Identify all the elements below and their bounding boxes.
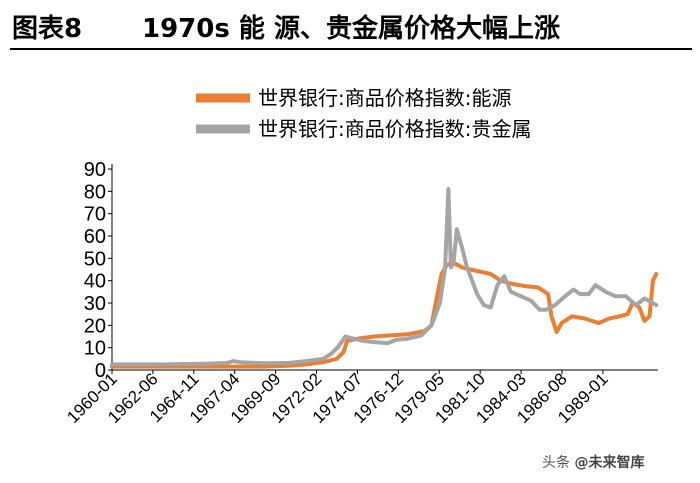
y-tick-label: 30: [84, 293, 106, 315]
header-rule: [10, 48, 692, 50]
series-line-energy: [110, 260, 659, 369]
y-tick-label: 20: [84, 315, 106, 337]
legend-label-energy: 世界银行:商品价格指数:能源: [258, 86, 511, 110]
y-tick-label: 70: [84, 204, 106, 226]
watermark-handle: @未来智库: [574, 455, 645, 471]
watermark-platform: 头条: [542, 455, 570, 471]
y-tick-label: 90: [84, 159, 106, 181]
figure-label: 图表8: [12, 14, 83, 44]
y-tick-label: 60: [84, 226, 106, 248]
watermark: 头条 @未来智库: [542, 452, 644, 472]
y-tick-label: 50: [84, 248, 106, 270]
figure-title: 1970s 能 源、贵金属价格大幅上涨: [142, 14, 560, 44]
legend-label-precious-metals: 世界银行:商品价格指数:贵金属: [258, 117, 531, 141]
y-tick-label: 80: [84, 181, 106, 203]
y-tick-label: 0: [95, 360, 106, 382]
figure-header: 图表8 1970s 能 源、贵金属价格大幅上涨: [0, 0, 700, 52]
series-line-precious-metals: [110, 187, 659, 367]
y-tick-label: 40: [84, 271, 106, 293]
y-tick-label: 10: [84, 338, 106, 360]
